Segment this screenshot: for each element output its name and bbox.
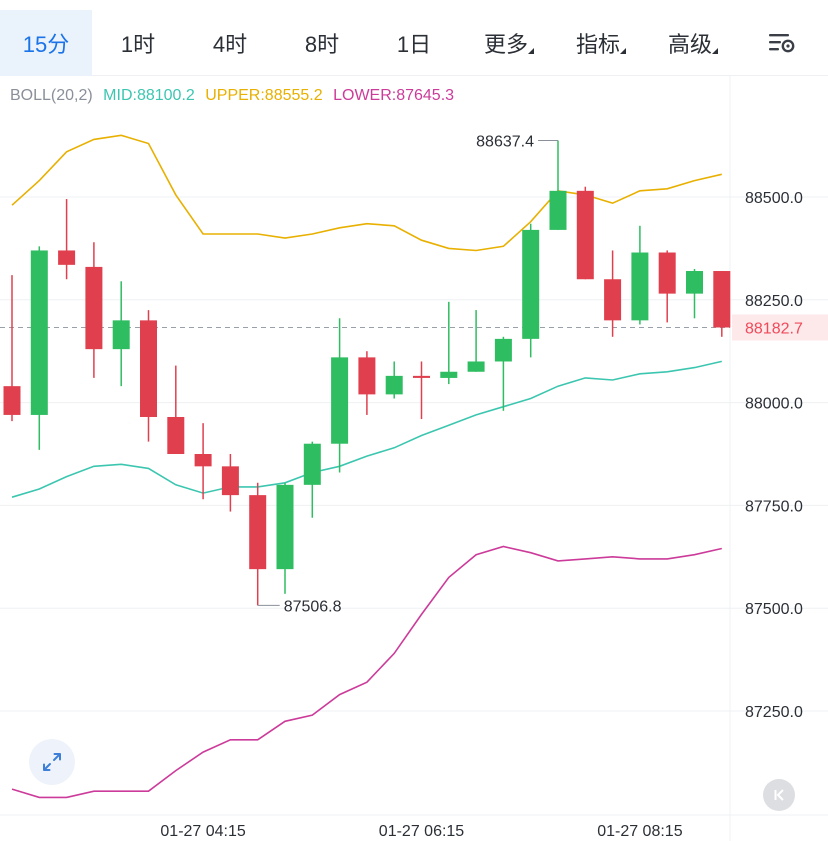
boll-mid-line bbox=[11, 360, 722, 498]
legend-lower: LOWER:87645.3 bbox=[333, 87, 455, 104]
tab-8h[interactable]: 8时 bbox=[304, 31, 340, 57]
max-price-label: 88637.4 bbox=[476, 134, 534, 151]
boll-upper-line bbox=[11, 134, 722, 252]
tab-advanced[interactable]: 高级 bbox=[644, 10, 736, 76]
boll-lower-line bbox=[11, 545, 722, 799]
caret-down-icon bbox=[528, 47, 534, 54]
candlestick-chart[interactable]: 88500.0 88250.0 88000.0 87750.0 87500.0 87250… bbox=[0, 76, 828, 841]
chart-settings-icon bbox=[769, 33, 795, 52]
candle-body bbox=[221, 466, 239, 496]
candle-body bbox=[358, 357, 376, 395]
current-price-tag bbox=[732, 314, 828, 341]
candle-body bbox=[303, 443, 321, 485]
candle-body bbox=[440, 371, 458, 378]
tab-indicators-label: 指标 bbox=[575, 31, 620, 57]
candle-body bbox=[467, 361, 485, 372]
tab-advanced-label: 高级 bbox=[667, 31, 712, 57]
scroll-to-start-button[interactable] bbox=[763, 779, 795, 811]
candle-body bbox=[3, 386, 21, 415]
candle-body bbox=[167, 416, 185, 454]
candle-body bbox=[631, 252, 649, 321]
timeframe-tab-bar: 15分 1时 4时 8时 1日 更多 指标 高级 bbox=[0, 0, 828, 76]
candle-body bbox=[494, 338, 512, 362]
candle-body bbox=[249, 495, 267, 570]
y-tick-label: 88500.0 bbox=[745, 190, 803, 207]
chart-settings-button[interactable] bbox=[736, 10, 828, 76]
x-tick-label: 01-27 06:15 bbox=[379, 823, 465, 840]
x-tick-label: 01-27 08:15 bbox=[597, 823, 683, 840]
candle-body bbox=[140, 320, 157, 417]
tab-indicators[interactable]: 指标 bbox=[552, 10, 644, 76]
candle-body bbox=[413, 375, 430, 378]
candle-body bbox=[30, 250, 48, 415]
candle-body bbox=[385, 375, 403, 395]
candle-body bbox=[276, 484, 294, 570]
candle-body bbox=[58, 250, 76, 265]
legend-upper: UPPER:88555.2 bbox=[205, 87, 323, 104]
legend-mid: MID:88100.2 bbox=[103, 87, 195, 104]
tab-1h[interactable]: 1时 bbox=[120, 31, 156, 57]
tab-more-label: 更多 bbox=[483, 31, 528, 57]
y-tick-label: 88000.0 bbox=[745, 396, 803, 413]
candle-body bbox=[194, 454, 212, 467]
y-tick-label: 87500.0 bbox=[745, 601, 803, 618]
candle-body bbox=[576, 190, 594, 280]
current-price-label: 88182.7 bbox=[745, 320, 803, 337]
candle-body bbox=[112, 320, 130, 350]
tab-4h[interactable]: 4时 bbox=[212, 31, 248, 57]
candle-body bbox=[713, 271, 731, 328]
y-tick-label: 87250.0 bbox=[745, 704, 803, 721]
expand-chart-button[interactable] bbox=[29, 739, 75, 785]
skip-back-icon bbox=[774, 789, 784, 801]
candle-body bbox=[686, 271, 703, 294]
candle-body bbox=[604, 279, 622, 321]
candle-body bbox=[331, 357, 349, 444]
min-price-label: 87506.8 bbox=[284, 598, 342, 615]
tab-1d[interactable]: 1日 bbox=[396, 31, 432, 57]
legend-indicator-name: BOLL(20,2) bbox=[10, 87, 93, 104]
boll-legend: BOLL(20,2) MID:88100.2 UPPER:88555.2 LOW… bbox=[10, 87, 460, 105]
expand-arrows-icon bbox=[43, 753, 61, 771]
candle-body bbox=[85, 266, 103, 350]
candle-body bbox=[549, 190, 567, 230]
y-tick-label: 88250.0 bbox=[745, 293, 803, 310]
candle-body bbox=[522, 229, 540, 339]
caret-down-icon bbox=[620, 47, 626, 54]
y-tick-label: 87750.0 bbox=[745, 498, 803, 515]
x-tick-label: 01-27 04:15 bbox=[160, 823, 246, 840]
candle-body bbox=[658, 252, 676, 294]
tab-more[interactable]: 更多 bbox=[460, 10, 552, 76]
caret-down-icon bbox=[712, 47, 718, 54]
tab-15m[interactable]: 15分 bbox=[0, 9, 92, 76]
